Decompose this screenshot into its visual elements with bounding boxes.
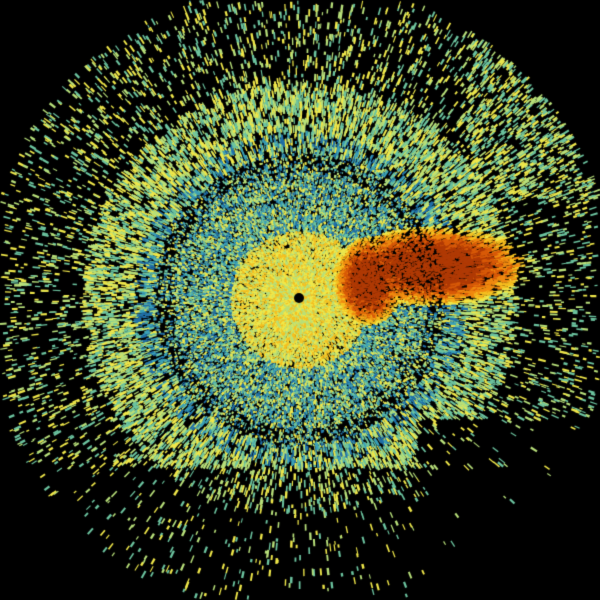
radar-image (0, 0, 600, 600)
